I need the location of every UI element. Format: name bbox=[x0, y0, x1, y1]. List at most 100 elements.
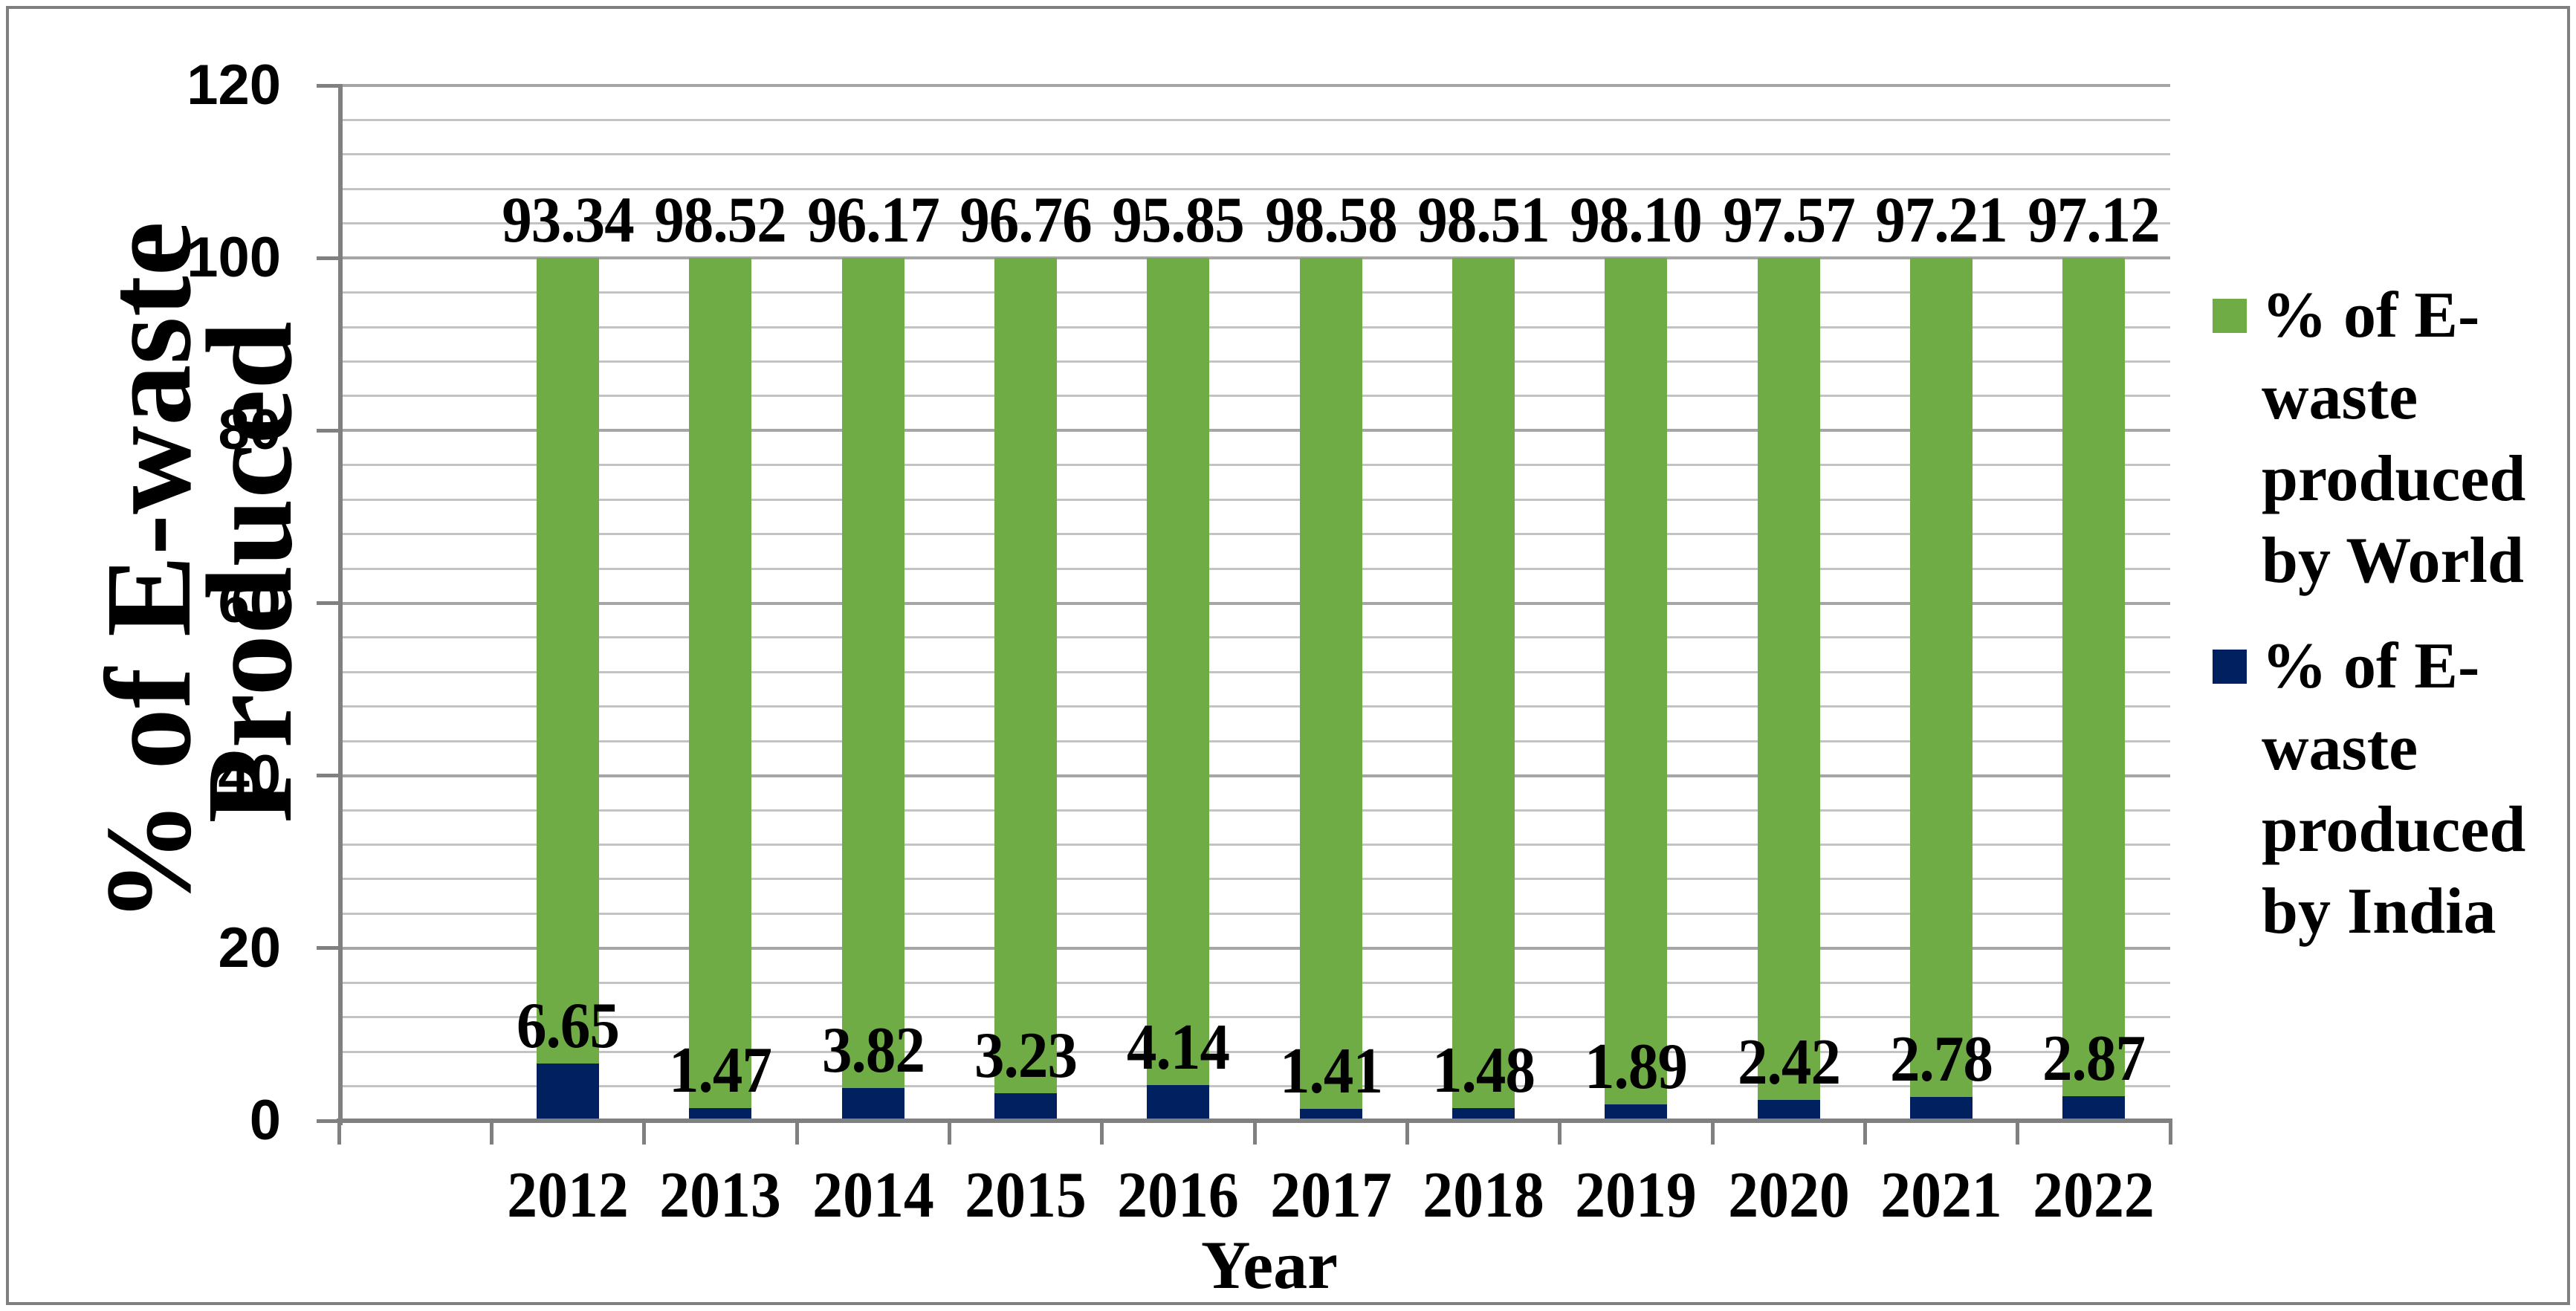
value-label-india-2022: 2.87 bbox=[2042, 1022, 2146, 1095]
legend-label-world-line4: by World bbox=[2262, 525, 2524, 597]
value-label-india-2020: 2.42 bbox=[1737, 1026, 1841, 1098]
value-label-world-2012: 93.34 bbox=[502, 184, 634, 257]
y-gridline-minor bbox=[339, 360, 2170, 363]
y-gridline-minor bbox=[339, 153, 2170, 156]
x-tick bbox=[1710, 1121, 1715, 1145]
y-gridline-minor bbox=[339, 878, 2170, 881]
x-tick-label-2021: 2021 bbox=[1880, 1159, 2002, 1231]
y-tick-label-80: 80 bbox=[218, 398, 281, 462]
value-label-world-2014: 96.17 bbox=[806, 184, 939, 257]
x-tick-label-2017: 2017 bbox=[1269, 1159, 1392, 1231]
y-gridline-major bbox=[339, 256, 2170, 260]
bar-segment-india-2012 bbox=[537, 1063, 599, 1121]
legend-label-world-line2: waste bbox=[2262, 361, 2418, 433]
value-label-india-2018: 1.48 bbox=[1432, 1034, 1535, 1107]
y-gridline-minor bbox=[339, 1016, 2170, 1019]
x-tick-label-2013: 2013 bbox=[659, 1159, 782, 1231]
y-tick bbox=[317, 256, 339, 260]
bar-segment-india-2014 bbox=[841, 1087, 904, 1121]
bar-segment-india-2017 bbox=[1299, 1108, 1362, 1121]
value-label-india-2019: 1.89 bbox=[1585, 1031, 1688, 1104]
y-gridline-minor bbox=[339, 981, 2170, 984]
value-label-india-2013: 1.47 bbox=[669, 1034, 772, 1107]
y-gridline-minor bbox=[339, 912, 2170, 915]
y-gridline-minor bbox=[339, 844, 2170, 847]
y-gridline-major bbox=[339, 429, 2170, 433]
value-label-world-2013: 98.52 bbox=[654, 184, 787, 257]
y-gridline-minor bbox=[339, 567, 2170, 570]
value-label-india-2014: 3.82 bbox=[821, 1014, 925, 1087]
bar-segment-world-2018 bbox=[1452, 258, 1515, 1108]
y-tick bbox=[317, 601, 339, 605]
value-label-india-2012: 6.65 bbox=[517, 989, 620, 1062]
legend-label-world-line1: % of E- bbox=[2262, 279, 2480, 352]
y-tick-label-100: 100 bbox=[187, 226, 281, 290]
x-tick bbox=[1863, 1121, 1867, 1145]
y-gridline-minor bbox=[339, 670, 2170, 673]
value-label-world-2016: 95.85 bbox=[1112, 184, 1245, 257]
y-gridline-minor bbox=[339, 533, 2170, 536]
y-gridline-minor bbox=[339, 464, 2170, 467]
x-tick bbox=[337, 1121, 341, 1145]
x-tick-label-2014: 2014 bbox=[812, 1159, 934, 1231]
y-gridline-major bbox=[339, 774, 2170, 777]
x-tick bbox=[1405, 1121, 1409, 1145]
y-gridline-minor bbox=[339, 326, 2170, 328]
x-tick bbox=[2016, 1121, 2020, 1145]
y-axis-line bbox=[338, 84, 343, 1125]
y-tick bbox=[317, 428, 339, 433]
y-tick-label-120: 120 bbox=[187, 54, 281, 117]
x-tick-label-2018: 2018 bbox=[1423, 1159, 1544, 1231]
y-tick bbox=[317, 774, 339, 778]
bar-segment-world-2016 bbox=[1147, 258, 1210, 1085]
bar-segment-india-2015 bbox=[994, 1092, 1057, 1121]
y-gridline-minor bbox=[339, 636, 2170, 639]
y-gridline-minor bbox=[339, 291, 2170, 294]
x-tick bbox=[947, 1121, 951, 1145]
x-tick-label-2022: 2022 bbox=[2033, 1159, 2155, 1231]
x-tick bbox=[1252, 1121, 1257, 1145]
x-tick bbox=[642, 1121, 647, 1145]
x-tick-label-2015: 2015 bbox=[965, 1159, 1087, 1231]
bar-segment-world-2020 bbox=[1757, 258, 1820, 1100]
y-tick-label-60: 60 bbox=[218, 571, 281, 635]
x-tick-label-2019: 2019 bbox=[1575, 1159, 1698, 1231]
y-gridline-minor bbox=[339, 395, 2170, 398]
legend-swatch-world bbox=[2213, 299, 2247, 333]
y-gridline-minor bbox=[339, 705, 2170, 708]
y-gridline-minor bbox=[339, 809, 2170, 812]
bar-segment-india-2022 bbox=[2062, 1095, 2126, 1121]
y-gridline-major bbox=[339, 84, 2170, 87]
y-tick-label-20: 20 bbox=[218, 916, 281, 980]
y-tick bbox=[317, 946, 339, 951]
value-label-india-2021: 2.78 bbox=[1890, 1023, 1993, 1095]
y-gridline-minor bbox=[339, 498, 2170, 501]
y-gridline-minor bbox=[339, 1085, 2170, 1088]
value-label-world-2020: 97.57 bbox=[1722, 184, 1855, 257]
bar-segment-world-2013 bbox=[689, 258, 752, 1108]
value-label-india-2015: 3.23 bbox=[974, 1019, 1078, 1092]
y-gridline-minor bbox=[339, 222, 2170, 225]
y-tick-label-0: 0 bbox=[249, 1089, 281, 1152]
y-gridline-minor bbox=[339, 1050, 2170, 1053]
x-tick-label-2020: 2020 bbox=[1727, 1159, 1850, 1231]
y-tick bbox=[317, 1119, 339, 1123]
legend-swatch-india bbox=[2213, 650, 2247, 684]
bar-segment-india-2019 bbox=[1605, 1104, 1668, 1121]
value-label-world-2021: 97.21 bbox=[1875, 184, 2007, 257]
value-label-world-2022: 97.12 bbox=[2028, 184, 2161, 257]
value-label-world-2017: 98.58 bbox=[1264, 184, 1397, 257]
x-tick bbox=[489, 1121, 493, 1145]
legend-label-world-line3: produced bbox=[2262, 443, 2526, 515]
value-label-world-2018: 98.51 bbox=[1417, 184, 1550, 257]
legend-label-india-line1: % of E- bbox=[2262, 630, 2480, 702]
value-label-world-2015: 96.76 bbox=[959, 184, 1092, 257]
y-gridline-major bbox=[339, 601, 2170, 605]
x-tick bbox=[1558, 1121, 1562, 1145]
x-tick bbox=[795, 1121, 799, 1145]
y-tick-label-40: 40 bbox=[218, 743, 281, 807]
